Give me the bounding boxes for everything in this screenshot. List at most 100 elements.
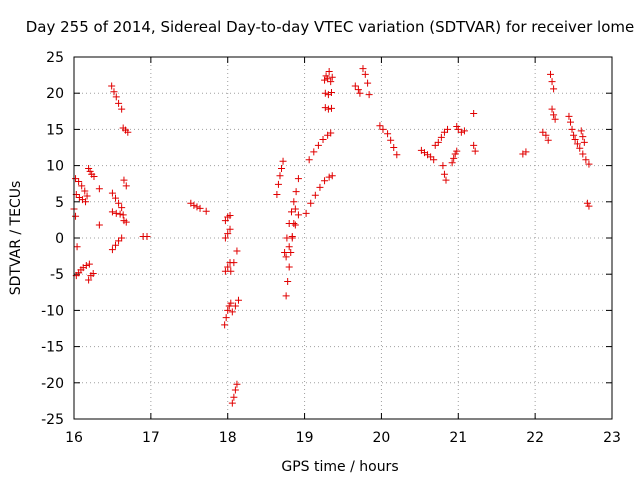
series-a2 [72, 175, 91, 200]
series-a9 [108, 189, 126, 212]
data-point [316, 183, 324, 191]
data-point [427, 153, 435, 161]
data-point [112, 194, 120, 202]
data-point [460, 127, 468, 135]
data-point [583, 199, 591, 207]
data-point [444, 125, 452, 133]
data-point [108, 246, 116, 254]
data-point [548, 78, 556, 86]
series-c8 [321, 88, 335, 99]
data-point [359, 65, 367, 73]
x-tick-label: 16 [65, 430, 83, 446]
series-d8 [453, 123, 468, 136]
data-point [282, 253, 290, 261]
data-point [120, 176, 128, 184]
data-point [327, 129, 335, 137]
data-point [539, 128, 547, 136]
series-b2 [221, 299, 235, 329]
data-point [311, 191, 319, 199]
series-c9 [321, 104, 335, 113]
data-point [72, 175, 80, 183]
data-point [292, 188, 300, 196]
data-point [379, 125, 387, 133]
x-tick-label: 22 [526, 430, 544, 446]
data-point [544, 136, 552, 144]
y-tick-label: -15 [41, 340, 64, 356]
data-point [522, 148, 530, 156]
series-a5 [85, 164, 98, 180]
series-a11 [108, 234, 126, 254]
x-tick-labels: 16 17 18 19 20 21 22 23 [65, 430, 621, 446]
series-c6 [305, 129, 335, 164]
y-tick-label: -10 [41, 303, 64, 319]
data-point [224, 230, 232, 238]
data-point [550, 111, 558, 119]
series-e2 [539, 128, 552, 144]
x-tick-label: 20 [373, 430, 391, 446]
x-axis-label: GPS time / hours [281, 459, 398, 475]
series-e7 [583, 199, 593, 210]
data-point [321, 104, 329, 112]
data-point [202, 207, 210, 215]
data-point [83, 192, 91, 200]
y-tick-label: 20 [46, 86, 64, 102]
series-a8 [108, 82, 126, 113]
data-point [222, 314, 230, 322]
data-point [324, 75, 332, 83]
data-point [226, 212, 234, 220]
series-d4 [417, 146, 438, 164]
data-point [112, 93, 120, 101]
series-a13 [120, 176, 130, 190]
data-point [439, 162, 447, 170]
data-point [224, 263, 232, 271]
data-point [451, 150, 459, 158]
data-point [548, 105, 556, 113]
data-point [233, 247, 241, 255]
series-a14 [120, 217, 130, 226]
series-c3 [281, 175, 302, 256]
data-point [291, 221, 299, 229]
data-point [115, 237, 123, 245]
data-point [314, 141, 322, 149]
data-point [321, 76, 329, 84]
data-point [430, 156, 438, 164]
data-point [328, 172, 336, 180]
data-point [279, 157, 287, 165]
x-tick-label: 21 [449, 430, 467, 446]
data-point [310, 148, 318, 156]
y-tick-label: 15 [46, 122, 64, 138]
series-b8 [228, 380, 241, 407]
data-point [450, 154, 458, 162]
data-point [351, 82, 359, 90]
data-point [454, 125, 462, 133]
data-point [118, 204, 126, 212]
data-point [233, 380, 241, 388]
data-point [327, 88, 335, 96]
data-point [196, 204, 204, 212]
data-point [431, 141, 439, 149]
data-point [307, 199, 315, 207]
y-tick-label: 10 [46, 159, 64, 175]
data-point [85, 260, 93, 268]
data-point [230, 393, 238, 401]
data-point [282, 292, 290, 300]
data-point [81, 187, 89, 195]
data-point [327, 104, 335, 112]
data-point [230, 259, 238, 267]
data-point [573, 140, 581, 148]
series-e5 [565, 112, 593, 168]
data-point [568, 125, 576, 133]
data-point [119, 211, 127, 219]
data-point [582, 156, 590, 164]
y-tick-label: -20 [41, 376, 64, 392]
data-point [224, 306, 232, 314]
series-a12 [119, 124, 132, 136]
data-point [305, 156, 313, 164]
series-c5 [302, 172, 336, 217]
data-point [118, 105, 126, 113]
data-point [571, 136, 579, 144]
data-point [448, 159, 456, 167]
series-a3 [72, 191, 90, 206]
data-point [89, 269, 97, 277]
data-point [108, 208, 116, 216]
